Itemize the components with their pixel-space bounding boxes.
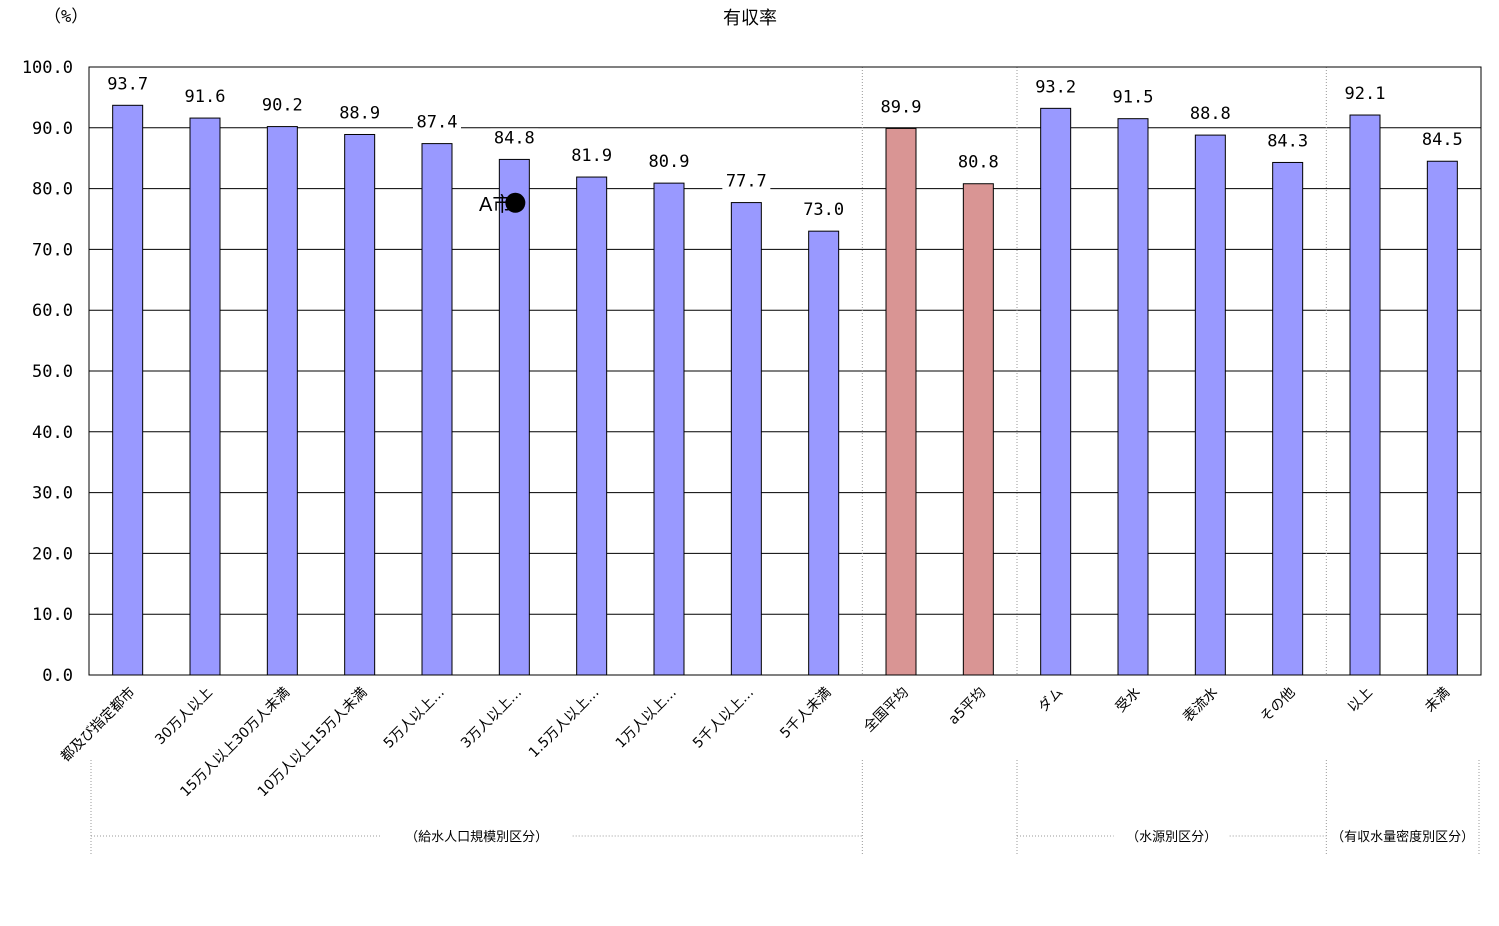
bar — [1117, 118, 1149, 676]
value-label: 92.1 — [1345, 84, 1386, 104]
category-label: 都及び指定都市 — [57, 684, 138, 765]
category-label: 30万人以上 — [152, 685, 216, 749]
category-label: 以上 — [1345, 685, 1376, 716]
value-label: 84.8 — [494, 128, 535, 148]
value-label: 89.9 — [881, 97, 922, 117]
bar — [266, 126, 298, 676]
value-label-bg — [954, 152, 1003, 173]
bar — [1349, 114, 1381, 676]
bar — [808, 230, 840, 676]
value-label: 77.7 — [726, 172, 767, 192]
bar — [1194, 134, 1226, 676]
category-label: 全国平均 — [860, 684, 912, 736]
bar — [576, 176, 608, 676]
marker-dot — [505, 192, 526, 213]
bar — [421, 143, 453, 676]
bar — [730, 202, 762, 676]
value-label: 93.2 — [1035, 77, 1076, 97]
a-city-marker: A市 — [479, 192, 526, 216]
value-label-bg — [1418, 130, 1467, 151]
value-label-bg — [181, 87, 229, 108]
category-label: 表流水 — [1180, 685, 1221, 726]
group-labels: （給水人口規模別区分） （水源別区分） （有収水量密度別区分） — [91, 829, 1474, 845]
category-label: 1万人以上… — [613, 685, 680, 752]
value-label: 93.7 — [107, 74, 148, 94]
y-tick-label: 30.0 — [32, 484, 73, 504]
y-tick-label: 40.0 — [32, 423, 73, 443]
bar — [344, 133, 376, 676]
category-label: a5平均 — [946, 685, 989, 728]
value-label-bg — [490, 128, 539, 149]
value-label-bg — [1109, 87, 1157, 108]
value-label-bg — [413, 112, 461, 133]
category-label: 5千人以上… — [690, 685, 757, 752]
value-labels: 93.7 91.6 90.2 88.9 87.4 84.8 81.9 80.9 77.7 73.0… — [103, 74, 1467, 221]
value-label: 87.4 — [417, 113, 458, 133]
bar — [189, 117, 221, 676]
bar — [653, 182, 685, 676]
marker-label: A市 — [479, 193, 512, 216]
value-label-bg — [1186, 104, 1235, 125]
group-label: （有収水量密度別区分） — [1331, 829, 1474, 845]
y-axis-ticks: 0.0 10.0 20.0 30.0 40.0 50.0 60.0 70.0 80.0 90.0 1… — [22, 58, 73, 686]
bar — [498, 158, 530, 676]
value-label-bg — [335, 103, 384, 124]
value-label: 81.9 — [571, 146, 612, 166]
category-label: 3万人以上… — [458, 685, 525, 752]
value-label: 88.9 — [339, 103, 380, 123]
category-label: その他 — [1257, 685, 1298, 726]
category-label: 受水 — [1113, 685, 1144, 716]
y-tick-label: 60.0 — [32, 301, 73, 321]
value-label: 80.9 — [649, 152, 690, 172]
category-label: 未満 — [1422, 685, 1453, 716]
y-tick-label: 80.0 — [32, 180, 73, 200]
bar — [1426, 160, 1458, 676]
y-tick-label: 10.0 — [32, 605, 73, 625]
value-label-bg — [1263, 131, 1312, 152]
value-label-bg — [877, 97, 925, 118]
value-label: 91.6 — [185, 87, 226, 107]
bar — [1272, 161, 1304, 676]
category-label: 5千人未満 — [777, 685, 834, 742]
value-label-bg — [1341, 84, 1389, 105]
value-label-bg — [103, 74, 152, 95]
bar — [885, 127, 917, 676]
category-label: 1.5万人以上… — [526, 685, 603, 762]
value-label: 80.8 — [958, 153, 999, 173]
bar — [1040, 107, 1072, 676]
value-label-bg — [1031, 77, 1080, 98]
value-label: 90.2 — [262, 96, 303, 116]
category-label: ダム — [1035, 685, 1066, 716]
group-label: （水源別区分） — [1126, 830, 1217, 845]
chart-title: 有収率 — [723, 8, 777, 29]
bars — [112, 104, 1458, 676]
y-tick-label: 70.0 — [32, 240, 73, 260]
bar — [112, 104, 144, 676]
y-tick-label: 0.0 — [42, 666, 73, 686]
value-label: 84.5 — [1422, 130, 1463, 150]
value-label-bg — [722, 171, 771, 192]
y-tick-label: 20.0 — [32, 544, 73, 564]
y-axis-unit-label: （%） — [44, 7, 88, 27]
y-tick-label: 100.0 — [22, 58, 73, 78]
y-tick-label: 50.0 — [32, 362, 73, 382]
value-label-bg — [799, 200, 848, 221]
bar — [962, 183, 994, 676]
group-label: （給水人口規模別区分） — [405, 830, 548, 845]
group-separators — [90, 67, 1480, 856]
value-label-bg — [645, 152, 693, 173]
value-label: 73.0 — [803, 200, 844, 220]
value-label-bg — [258, 95, 307, 116]
value-label: 88.8 — [1190, 104, 1231, 124]
y-tick-label: 90.0 — [32, 119, 73, 139]
value-label: 84.3 — [1267, 131, 1308, 151]
value-label: 91.5 — [1113, 88, 1154, 108]
category-label: 5万人以上… — [381, 685, 448, 752]
value-label-bg — [567, 146, 616, 167]
plot-area-border — [88, 66, 1482, 676]
